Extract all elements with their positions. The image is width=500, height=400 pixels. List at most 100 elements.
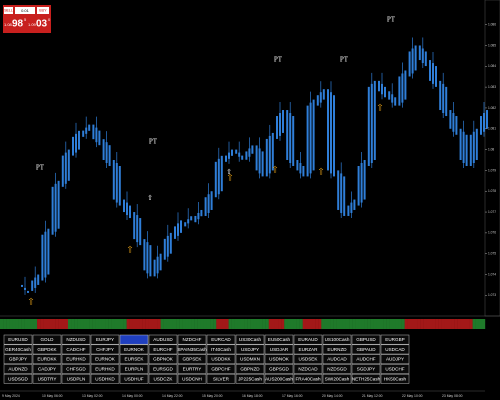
symbol-label[interactable]: GBPAUD xyxy=(356,347,376,352)
symbol-button[interactable] xyxy=(90,364,120,374)
symbol-label[interactable]: NZDUSD xyxy=(66,337,86,342)
symbol-button[interactable] xyxy=(61,334,91,345)
symbol-label[interactable]: USDMXN xyxy=(240,357,260,362)
symbol-button[interactable] xyxy=(206,373,236,384)
symbol-button[interactable] xyxy=(380,364,410,374)
symbol-label[interactable]: AUDCAD xyxy=(327,357,347,362)
symbol-button[interactable] xyxy=(177,364,207,374)
symbol-button[interactable] xyxy=(32,354,62,365)
symbol-button[interactable] xyxy=(322,334,352,345)
symbol-label[interactable]: EURSEK xyxy=(125,357,145,362)
symbol-label[interactable]: GBPDKK xyxy=(37,347,57,352)
symbol-button[interactable] xyxy=(61,354,91,365)
symbol-label[interactable]: US30Cash xyxy=(239,337,262,342)
symbol-button[interactable] xyxy=(235,354,265,365)
symbol-label[interactable]: EURPLN xyxy=(125,367,144,372)
symbol-label[interactable]: AUDCHF xyxy=(356,357,375,362)
symbol-button[interactable] xyxy=(3,344,33,355)
symbol-button[interactable] xyxy=(119,354,149,365)
symbol-label[interactable]: USDHUF xyxy=(124,376,143,381)
symbol-label[interactable]: USDCNH xyxy=(182,376,202,381)
symbol-label[interactable]: USDJAR xyxy=(270,347,289,352)
symbol-label[interactable]: GER40Cash xyxy=(5,347,31,352)
symbol-label[interactable]: EURGBP xyxy=(385,337,404,342)
lot-input[interactable] xyxy=(15,7,35,14)
symbol-button[interactable] xyxy=(3,334,33,345)
symbol-button[interactable] xyxy=(206,344,236,355)
symbol-label[interactable]: JP225Cash xyxy=(238,376,262,381)
symbol-button[interactable] xyxy=(235,334,265,345)
symbol-button[interactable] xyxy=(380,373,410,384)
symbol-button[interactable] xyxy=(293,344,323,355)
symbol-label[interactable]: USDNOK xyxy=(269,357,290,362)
symbol-label[interactable]: USDSGD xyxy=(8,376,28,381)
symbol-label[interactable]: SGDJPY xyxy=(357,367,375,372)
symbol-button[interactable] xyxy=(3,373,33,384)
symbol-label[interactable]: EURTRY xyxy=(183,367,202,372)
symbol-button[interactable] xyxy=(351,364,381,374)
symbol-button[interactable] xyxy=(90,373,120,384)
symbol-label[interactable]: GBPCHF xyxy=(211,367,230,372)
symbol-button[interactable] xyxy=(380,344,410,355)
symbol-label[interactable]: GBPJPY xyxy=(9,357,27,362)
symbol-button[interactable] xyxy=(351,373,381,384)
symbol-label[interactable]: NETH25Cash xyxy=(352,376,381,381)
symbol-label[interactable]: CADCHF xyxy=(66,347,85,352)
symbol-label[interactable]: USDHKD xyxy=(95,376,115,381)
symbol-label[interactable]: GBPNOK xyxy=(153,357,174,362)
symbol-button[interactable] xyxy=(264,373,294,384)
symbol-button[interactable] xyxy=(322,364,352,374)
symbol-button[interactable] xyxy=(235,344,265,355)
symbol-button[interactable] xyxy=(61,373,91,384)
symbol-button[interactable] xyxy=(177,373,207,384)
symbol-label[interactable]: NZDCAD xyxy=(298,367,318,372)
sell-button[interactable] xyxy=(4,7,13,14)
symbol-button[interactable] xyxy=(322,344,352,355)
symbol-button[interactable] xyxy=(293,354,323,365)
symbol-button[interactable] xyxy=(119,373,149,384)
symbol-button[interactable] xyxy=(264,334,294,345)
symbol-button[interactable] xyxy=(264,354,294,365)
symbol-button[interactable] xyxy=(32,364,62,374)
symbol-label[interactable]: SPAIN35Cash xyxy=(177,347,207,352)
symbol-button[interactable] xyxy=(32,334,62,345)
symbol-button[interactable] xyxy=(264,344,294,355)
symbol-label[interactable]: CADJPY xyxy=(38,367,56,372)
symbol-label[interactable]: EURCHF xyxy=(153,347,172,352)
symbol-label[interactable]: EURNOK xyxy=(95,357,116,362)
symbol-label[interactable]: USDCZK xyxy=(154,376,174,381)
symbol-button[interactable] xyxy=(119,344,149,355)
symbol-button[interactable] xyxy=(235,364,265,374)
sell-label[interactable]: SELL xyxy=(4,9,13,13)
symbol-label[interactable]: EURZAR xyxy=(299,347,319,352)
symbol-label[interactable]: GBPSGD xyxy=(269,367,289,372)
symbol-label[interactable]: EURCAD xyxy=(211,337,231,342)
symbol-label[interactable]: EURDKK xyxy=(37,357,57,362)
symbol-button[interactable] xyxy=(90,354,120,365)
symbol-label[interactable]: EURHKD xyxy=(66,357,86,362)
symbol-button[interactable] xyxy=(206,354,236,365)
symbol-label[interactable]: EURAUD xyxy=(298,337,318,342)
symbol-button[interactable] xyxy=(206,334,236,345)
symbol-label[interactable]: AUDJPY xyxy=(386,357,404,362)
symbol-button[interactable] xyxy=(322,373,352,384)
symbol-label[interactable]: EURNOK xyxy=(124,347,145,352)
symbol-label[interactable]: USDSEK xyxy=(299,357,319,362)
symbol-button[interactable] xyxy=(206,364,236,374)
symbol-label[interactable]: IT40Cash xyxy=(211,347,231,352)
symbol-button[interactable] xyxy=(61,364,91,374)
symbol-button[interactable] xyxy=(32,344,62,355)
symbol-button[interactable] xyxy=(148,344,178,355)
symbol-label[interactable]: CHFSGD xyxy=(66,367,86,372)
buy-label[interactable]: BUY xyxy=(39,9,47,13)
symbol-label[interactable]: EURSGD xyxy=(153,367,173,372)
symbol-button[interactable] xyxy=(119,364,149,374)
symbol-label[interactable]: USDCHF xyxy=(385,367,404,372)
symbol-label[interactable]: USDCAD xyxy=(385,347,405,352)
symbol-label[interactable]: NZDSGD xyxy=(327,367,347,372)
symbol-button[interactable] xyxy=(293,373,323,384)
symbol-button[interactable] xyxy=(380,334,410,345)
symbol-button[interactable] xyxy=(148,334,178,345)
symbol-label[interactable]: EURHKD xyxy=(95,367,115,372)
symbol-button[interactable] xyxy=(148,373,178,384)
